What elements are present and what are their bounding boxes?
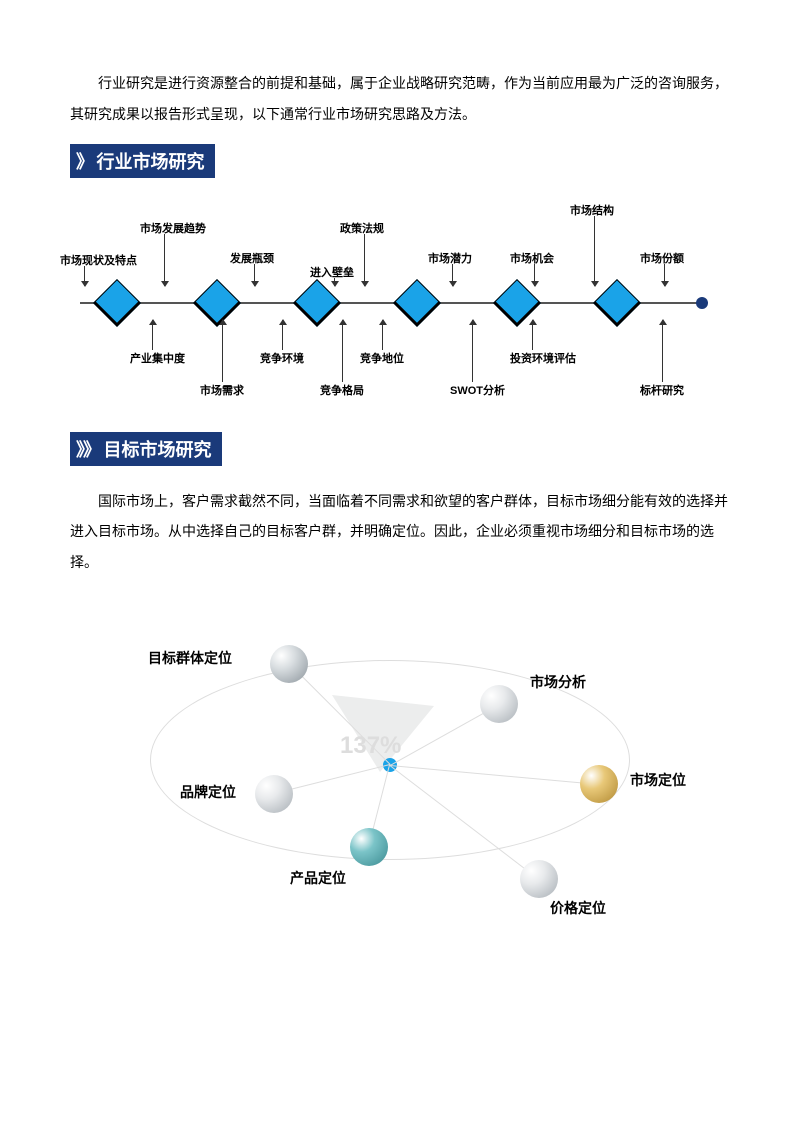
timeline-node bbox=[600, 286, 634, 320]
timeline-label-top: 市场机会 bbox=[510, 250, 554, 266]
orbit-label: 市场定位 bbox=[630, 770, 686, 790]
timeline-label-top: 市场现状及特点 bbox=[60, 252, 137, 268]
timeline-node bbox=[400, 286, 434, 320]
timeline-arrow bbox=[472, 320, 473, 382]
orbit-label: 价格定位 bbox=[550, 898, 606, 918]
timeline-diagram: 市场现状及特点市场发展趋势发展瓶颈政策法规进入壁垒市场潜力市场机会市场结构市场份… bbox=[70, 192, 730, 412]
timeline-label-top: 政策法规 bbox=[340, 220, 384, 236]
section-2-paragraph: 国际市场上，客户需求截然不同，当面临着不同需求和欲望的客户群体，目标市场细分能有… bbox=[70, 488, 730, 580]
timeline-label-bottom: 市场需求 bbox=[200, 382, 244, 398]
section-2-chevron: 》》 bbox=[76, 440, 99, 460]
timeline-label-bottom: 竞争地位 bbox=[360, 350, 404, 366]
orbit-sphere bbox=[350, 828, 388, 866]
timeline-label-top: 发展瓶颈 bbox=[230, 250, 274, 266]
timeline-label-bottom: 标杆研究 bbox=[640, 382, 684, 398]
timeline-arrow bbox=[254, 264, 255, 286]
timeline-arrow bbox=[222, 320, 223, 382]
orbit-label: 市场分析 bbox=[530, 672, 586, 692]
timeline-arrow bbox=[382, 320, 383, 350]
section-2-title: 目标市场研究 bbox=[104, 440, 212, 460]
timeline-label-bottom: 竞争格局 bbox=[320, 382, 364, 398]
orbit-sphere bbox=[270, 645, 308, 683]
section-2-header: 》》 目标市场研究 bbox=[70, 432, 222, 466]
section-1-chevron: 》 bbox=[76, 152, 92, 172]
timeline-label-bottom: 投资环境评估 bbox=[510, 350, 576, 366]
timeline-node bbox=[300, 286, 334, 320]
timeline-arrow bbox=[152, 320, 153, 350]
timeline-label-top: 市场份额 bbox=[640, 250, 684, 266]
timeline-label-bottom: 产业集中度 bbox=[130, 350, 185, 366]
orbit-diagram: 137% 目标群体定位市场分析市场定位价格定位产品定位品牌定位 bbox=[90, 600, 730, 930]
timeline-label-top: 市场发展趋势 bbox=[140, 220, 206, 236]
timeline-label-top: 市场潜力 bbox=[428, 250, 472, 266]
timeline-arrow bbox=[534, 264, 535, 286]
timeline-arrow bbox=[334, 278, 335, 286]
timeline-arrow bbox=[664, 264, 665, 286]
timeline-label-bottom: SWOT分析 bbox=[450, 382, 505, 398]
intro-paragraph: 行业研究是进行资源整合的前提和基础，属于企业战略研究范畴，作为当前应用最为广泛的… bbox=[70, 70, 730, 132]
timeline-label-bottom: 竞争环境 bbox=[260, 350, 304, 366]
orbit-sphere bbox=[255, 775, 293, 813]
orbit-label: 产品定位 bbox=[290, 868, 346, 888]
orbit-sphere bbox=[520, 860, 558, 898]
timeline-arrow bbox=[662, 320, 663, 382]
timeline-end-dot bbox=[696, 297, 708, 309]
orbit-sphere bbox=[480, 685, 518, 723]
timeline-node bbox=[200, 286, 234, 320]
timeline-arrow bbox=[594, 216, 595, 286]
section-1-header: 》 行业市场研究 bbox=[70, 144, 215, 178]
timeline-node bbox=[500, 286, 534, 320]
timeline-arrow bbox=[84, 266, 85, 286]
timeline-arrow bbox=[282, 320, 283, 350]
timeline-arrow bbox=[364, 234, 365, 286]
timeline-arrow bbox=[452, 264, 453, 286]
timeline-arrow bbox=[164, 234, 165, 286]
section-1-title: 行业市场研究 bbox=[97, 152, 205, 172]
timeline-label-top: 进入壁垒 bbox=[310, 264, 354, 280]
orbit-label: 品牌定位 bbox=[180, 782, 236, 802]
timeline-arrow bbox=[532, 320, 533, 350]
timeline-arrow bbox=[342, 320, 343, 382]
timeline-node bbox=[100, 286, 134, 320]
orbit-label: 目标群体定位 bbox=[148, 648, 232, 668]
orbit-sphere bbox=[580, 765, 618, 803]
timeline-label-top: 市场结构 bbox=[570, 202, 614, 218]
